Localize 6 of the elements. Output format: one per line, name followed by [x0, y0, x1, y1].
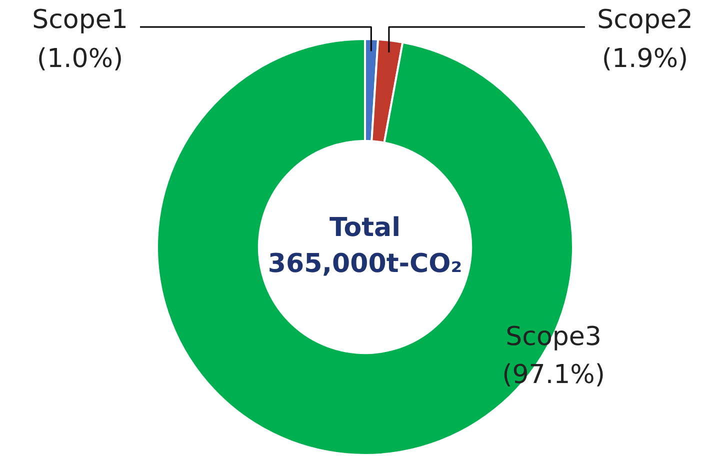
slice-label: Scope1 — [32, 4, 128, 35]
text: 365,000t-CO₂ — [268, 248, 462, 279]
text: Total — [329, 212, 401, 243]
data-label: (1.0%) — [36, 44, 124, 74]
data-label: (1.9%) — [602, 44, 688, 74]
slice-label: Scope2 — [597, 4, 693, 35]
